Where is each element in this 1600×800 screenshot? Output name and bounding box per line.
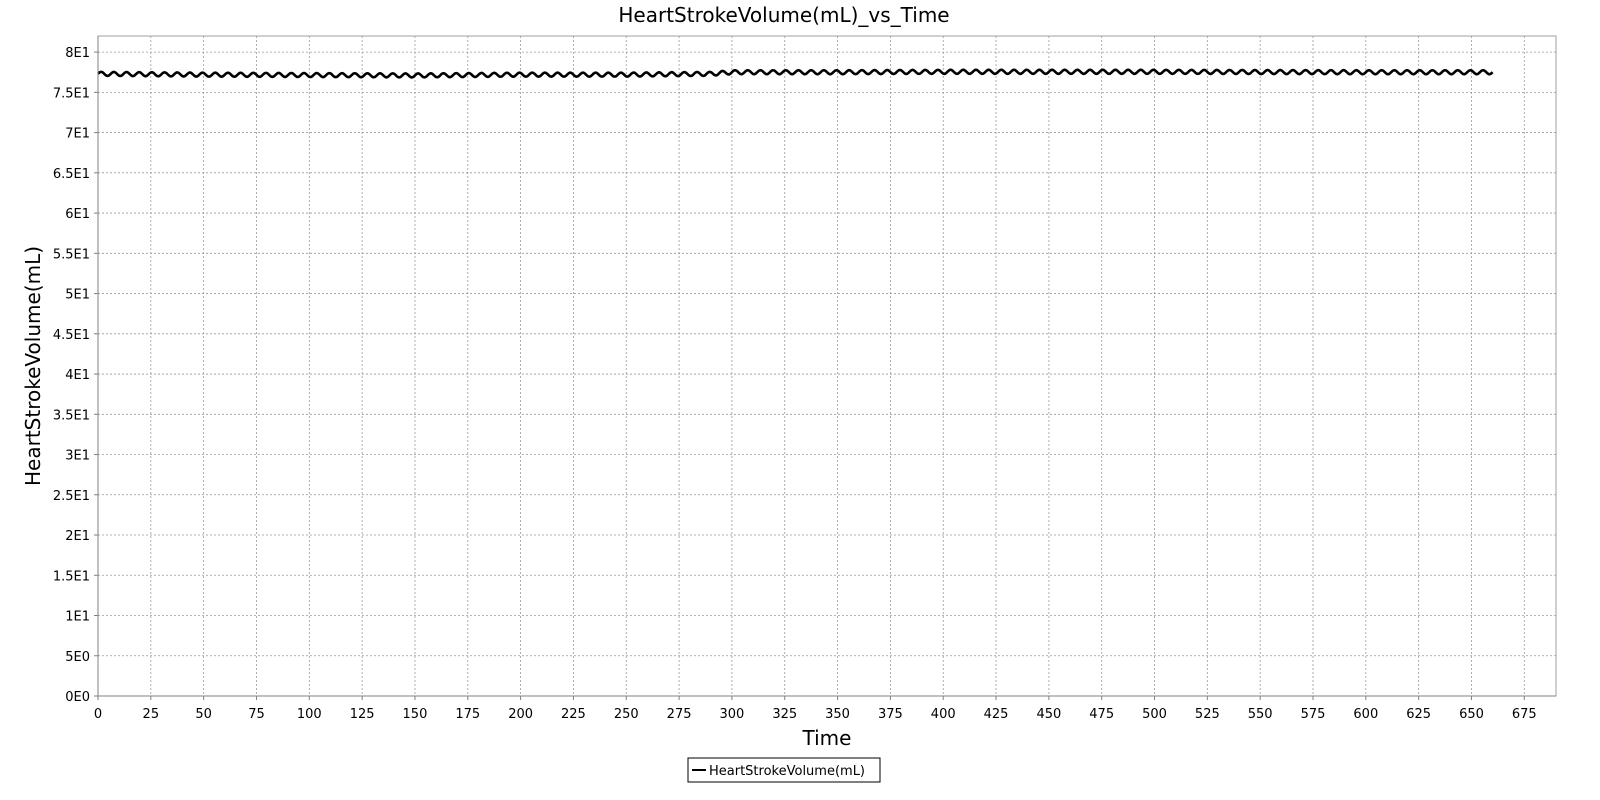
y-tick-label: 6E1	[65, 207, 90, 222]
grid	[97, 36, 1556, 697]
y-tick-label: 2.5E1	[53, 489, 90, 504]
y-tick-label: 1E1	[65, 610, 90, 625]
y-tick-label: 3E1	[65, 449, 90, 464]
y-tick-label: 1.5E1	[53, 569, 90, 584]
x-tick-label: 25	[143, 707, 160, 722]
chart-title: HeartStrokeVolume(mL)_vs_Time	[618, 3, 949, 27]
x-tick-label: 200	[508, 707, 533, 722]
x-tick-label: 325	[772, 707, 797, 722]
x-tick-label: 550	[1248, 707, 1273, 722]
x-tick-label: 250	[614, 707, 639, 722]
x-tick-label: 225	[561, 707, 586, 722]
y-tick-label: 4.5E1	[53, 328, 90, 343]
x-tick-label: 50	[195, 707, 212, 722]
x-tick-label: 300	[719, 707, 744, 722]
x-tick-label: 500	[1142, 707, 1167, 722]
y-tick-label: 7E1	[65, 127, 90, 142]
y-tick-label: 5E1	[65, 288, 90, 303]
x-tick-label: 350	[825, 707, 850, 722]
y-axis-label: HeartStrokeVolume(mL)	[21, 246, 45, 486]
x-tick-label: 400	[931, 707, 956, 722]
legend: HeartStrokeVolume(mL)	[687, 757, 881, 783]
x-tick-label: 150	[403, 707, 428, 722]
x-tick-label: 450	[1036, 707, 1061, 722]
y-tick-label: 6.5E1	[53, 167, 90, 182]
x-tick-label: 600	[1353, 707, 1378, 722]
series-layer	[97, 68, 1494, 79]
y-axis-ticks: 0E0 5E0 1E1 1.5E1 2E1 2.5E1 3E1 3.5E1 4E1 4.5E1 5E…	[53, 46, 98, 705]
x-tick-label: 375	[878, 707, 903, 722]
y-tick-label: 0E0	[65, 690, 90, 705]
y-tick-label: 2E1	[65, 529, 90, 544]
x-tick-label: 175	[455, 707, 480, 722]
y-tick-label: 8E1	[65, 46, 90, 61]
y-tick-label: 3.5E1	[53, 408, 90, 423]
y-tick-label: 4E1	[65, 368, 90, 383]
y-tick-label: 7.5E1	[53, 86, 90, 101]
x-tick-label: 0	[94, 707, 102, 722]
x-tick-label: 675	[1512, 707, 1537, 722]
x-tick-label: 625	[1406, 707, 1431, 722]
x-axis-ticks: 0 25 50 75 100 125 150 175 200 225 250 275 300 325 350…	[94, 696, 1537, 722]
legend-entry: HeartStrokeVolume(mL)	[709, 764, 865, 779]
x-tick-label: 525	[1195, 707, 1220, 722]
x-tick-label: 650	[1459, 707, 1484, 722]
y-tick-label: 5E0	[65, 650, 90, 665]
x-tick-label: 125	[350, 707, 375, 722]
x-tick-label: 475	[1089, 707, 1114, 722]
x-tick-label: 575	[1301, 707, 1326, 722]
plot-area	[98, 36, 1556, 696]
x-tick-label: 75	[248, 707, 265, 722]
x-tick-label: 100	[297, 707, 322, 722]
series-line	[97, 68, 1494, 79]
x-tick-label: 425	[984, 707, 1009, 722]
legend-box	[687, 757, 881, 783]
x-axis-label: Time	[802, 726, 852, 750]
y-tick-label: 5.5E1	[53, 247, 90, 262]
x-tick-label: 275	[667, 707, 692, 722]
